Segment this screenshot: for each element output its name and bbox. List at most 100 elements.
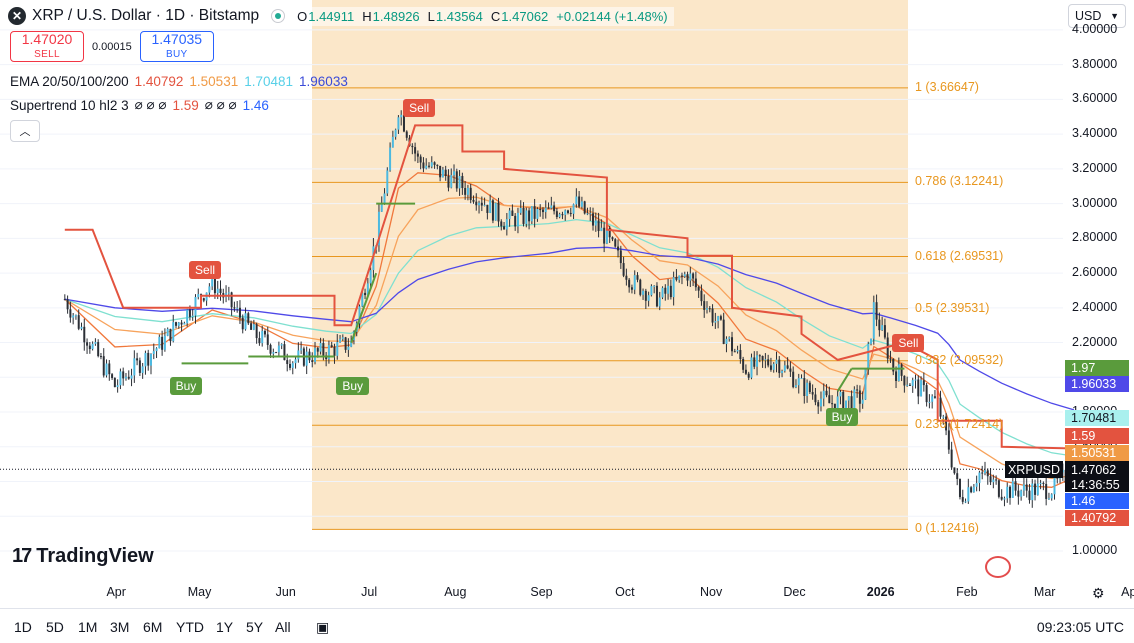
candle-body bbox=[297, 350, 300, 360]
supertrend-up-line[interactable] bbox=[181, 202, 905, 392]
candle-body bbox=[439, 165, 442, 178]
currency-select[interactable]: USD ▼ bbox=[1068, 4, 1126, 28]
collapse-legend-button[interactable]: ︿ bbox=[10, 120, 40, 142]
candle-body bbox=[728, 337, 731, 339]
sell-button[interactable]: 1.47020 SELL bbox=[10, 31, 84, 62]
tf-ytd[interactable]: YTD bbox=[176, 619, 204, 635]
candle-body bbox=[833, 403, 836, 412]
candlestick-series[interactable] bbox=[63, 110, 1075, 508]
candle-body bbox=[99, 356, 102, 358]
candle-body bbox=[319, 343, 322, 352]
candle-body bbox=[208, 286, 211, 293]
candle-body bbox=[291, 363, 294, 368]
candle-body bbox=[608, 228, 611, 238]
candle-body bbox=[731, 337, 734, 352]
tf-1d[interactable]: 1D bbox=[14, 619, 32, 635]
tradingview-logo[interactable]: 17 TradingView bbox=[12, 545, 154, 568]
candle-body bbox=[97, 342, 100, 357]
candle-body bbox=[1031, 483, 1034, 501]
tf-1m[interactable]: 1M bbox=[78, 619, 98, 635]
y-tick-label: 3.60000 bbox=[1072, 91, 1118, 106]
candle-body bbox=[236, 307, 239, 309]
signal-buy[interactable]: Buy bbox=[336, 376, 370, 395]
candle-body bbox=[878, 319, 881, 331]
candle-body bbox=[700, 290, 703, 302]
candle-body bbox=[486, 204, 489, 213]
date-range-icon[interactable]: ▣ bbox=[316, 619, 330, 635]
fibonacci-zone[interactable] bbox=[312, 0, 908, 530]
symbol-title[interactable]: XRP / U.S. Dollar · 1D · Bitstamp bbox=[32, 7, 260, 24]
signal-sell[interactable]: Sell bbox=[403, 99, 436, 118]
buy-button[interactable]: 1.47035 BUY bbox=[139, 31, 214, 62]
ema-name: EMA 20/50/100/200 bbox=[10, 73, 129, 89]
candle-body bbox=[870, 338, 873, 344]
chevron-up-icon: ︿ bbox=[19, 126, 31, 138]
candle-body bbox=[211, 273, 214, 287]
candle-body bbox=[920, 380, 923, 397]
candle-body bbox=[592, 213, 595, 226]
candle-body bbox=[917, 379, 920, 397]
signal-buy[interactable]: Buy bbox=[169, 376, 203, 395]
ema-100-line[interactable] bbox=[64, 218, 1075, 457]
tf-all[interactable]: All bbox=[275, 619, 291, 635]
y-tick-label: 3.00000 bbox=[1072, 195, 1118, 210]
candle-body bbox=[806, 382, 809, 397]
candle-body bbox=[533, 206, 536, 219]
candle-body bbox=[739, 350, 742, 360]
candle-body bbox=[683, 274, 686, 277]
signal-buy[interactable]: Buy bbox=[825, 408, 859, 427]
tf-5y[interactable]: 5Y bbox=[246, 619, 264, 635]
signal-sell[interactable]: Sell bbox=[892, 333, 925, 352]
candle-body bbox=[119, 371, 122, 386]
candle-body bbox=[322, 343, 325, 356]
candle-body bbox=[252, 324, 255, 330]
candle-body bbox=[483, 204, 486, 206]
ema-200-line[interactable] bbox=[64, 246, 1075, 411]
candle-body bbox=[425, 165, 428, 169]
tf-5d[interactable]: 5D bbox=[46, 619, 64, 635]
candle-body bbox=[138, 360, 141, 373]
candle-body bbox=[74, 315, 77, 317]
price-axis-tag: 1.50531 bbox=[1065, 445, 1129, 461]
market-status-icon[interactable] bbox=[271, 9, 286, 23]
tf-3m[interactable]: 3M bbox=[110, 619, 130, 635]
candle-body bbox=[1042, 482, 1045, 484]
candle-body bbox=[861, 399, 864, 404]
candle-body bbox=[255, 324, 258, 339]
xrp-icon[interactable]: ✕ bbox=[8, 7, 26, 25]
candle-body bbox=[147, 352, 150, 366]
candle-body bbox=[697, 287, 700, 291]
candle-body bbox=[958, 479, 961, 498]
candle-body bbox=[933, 396, 936, 398]
candle-body bbox=[864, 368, 867, 400]
tf-1y[interactable]: 1Y bbox=[216, 619, 234, 635]
ema-50-line[interactable] bbox=[64, 196, 1075, 480]
countdown-tag: 14:36:55 bbox=[1065, 477, 1129, 492]
candle-body bbox=[945, 416, 948, 431]
candle-body bbox=[961, 497, 964, 502]
y-tick-label: 2.40000 bbox=[1072, 299, 1118, 314]
x-tick-label: Apr bbox=[1121, 585, 1134, 599]
candle-body bbox=[1045, 483, 1048, 499]
gear-icon[interactable]: ⚙ bbox=[1092, 585, 1105, 601]
candle-body bbox=[947, 430, 950, 450]
supertrend-legend[interactable]: Supertrend 10 hl2 3 ⌀ ⌀ ⌀ 1.59 ⌀ ⌀ ⌀ 1.4… bbox=[10, 96, 269, 114]
candle-body bbox=[130, 375, 133, 379]
tf-6m[interactable]: 6M bbox=[143, 619, 163, 635]
candle-body bbox=[617, 246, 620, 251]
candle-body bbox=[1053, 475, 1056, 495]
clock[interactable]: 09:23:05 UTC bbox=[1036, 619, 1124, 635]
candle-body bbox=[950, 449, 953, 468]
flag-icon[interactable] bbox=[985, 556, 1011, 578]
candle-body bbox=[703, 301, 706, 310]
candle-body bbox=[453, 171, 456, 176]
candle-body bbox=[569, 212, 572, 214]
candle-body bbox=[672, 277, 675, 298]
candle-body bbox=[719, 316, 722, 320]
candle-body bbox=[314, 348, 317, 362]
candle-body bbox=[580, 201, 583, 207]
signal-sell[interactable]: Sell bbox=[189, 260, 222, 279]
ema-legend[interactable]: EMA 20/50/100/200 1.40792 1.50531 1.7048… bbox=[10, 72, 348, 90]
x-tick-label: May bbox=[187, 585, 212, 599]
